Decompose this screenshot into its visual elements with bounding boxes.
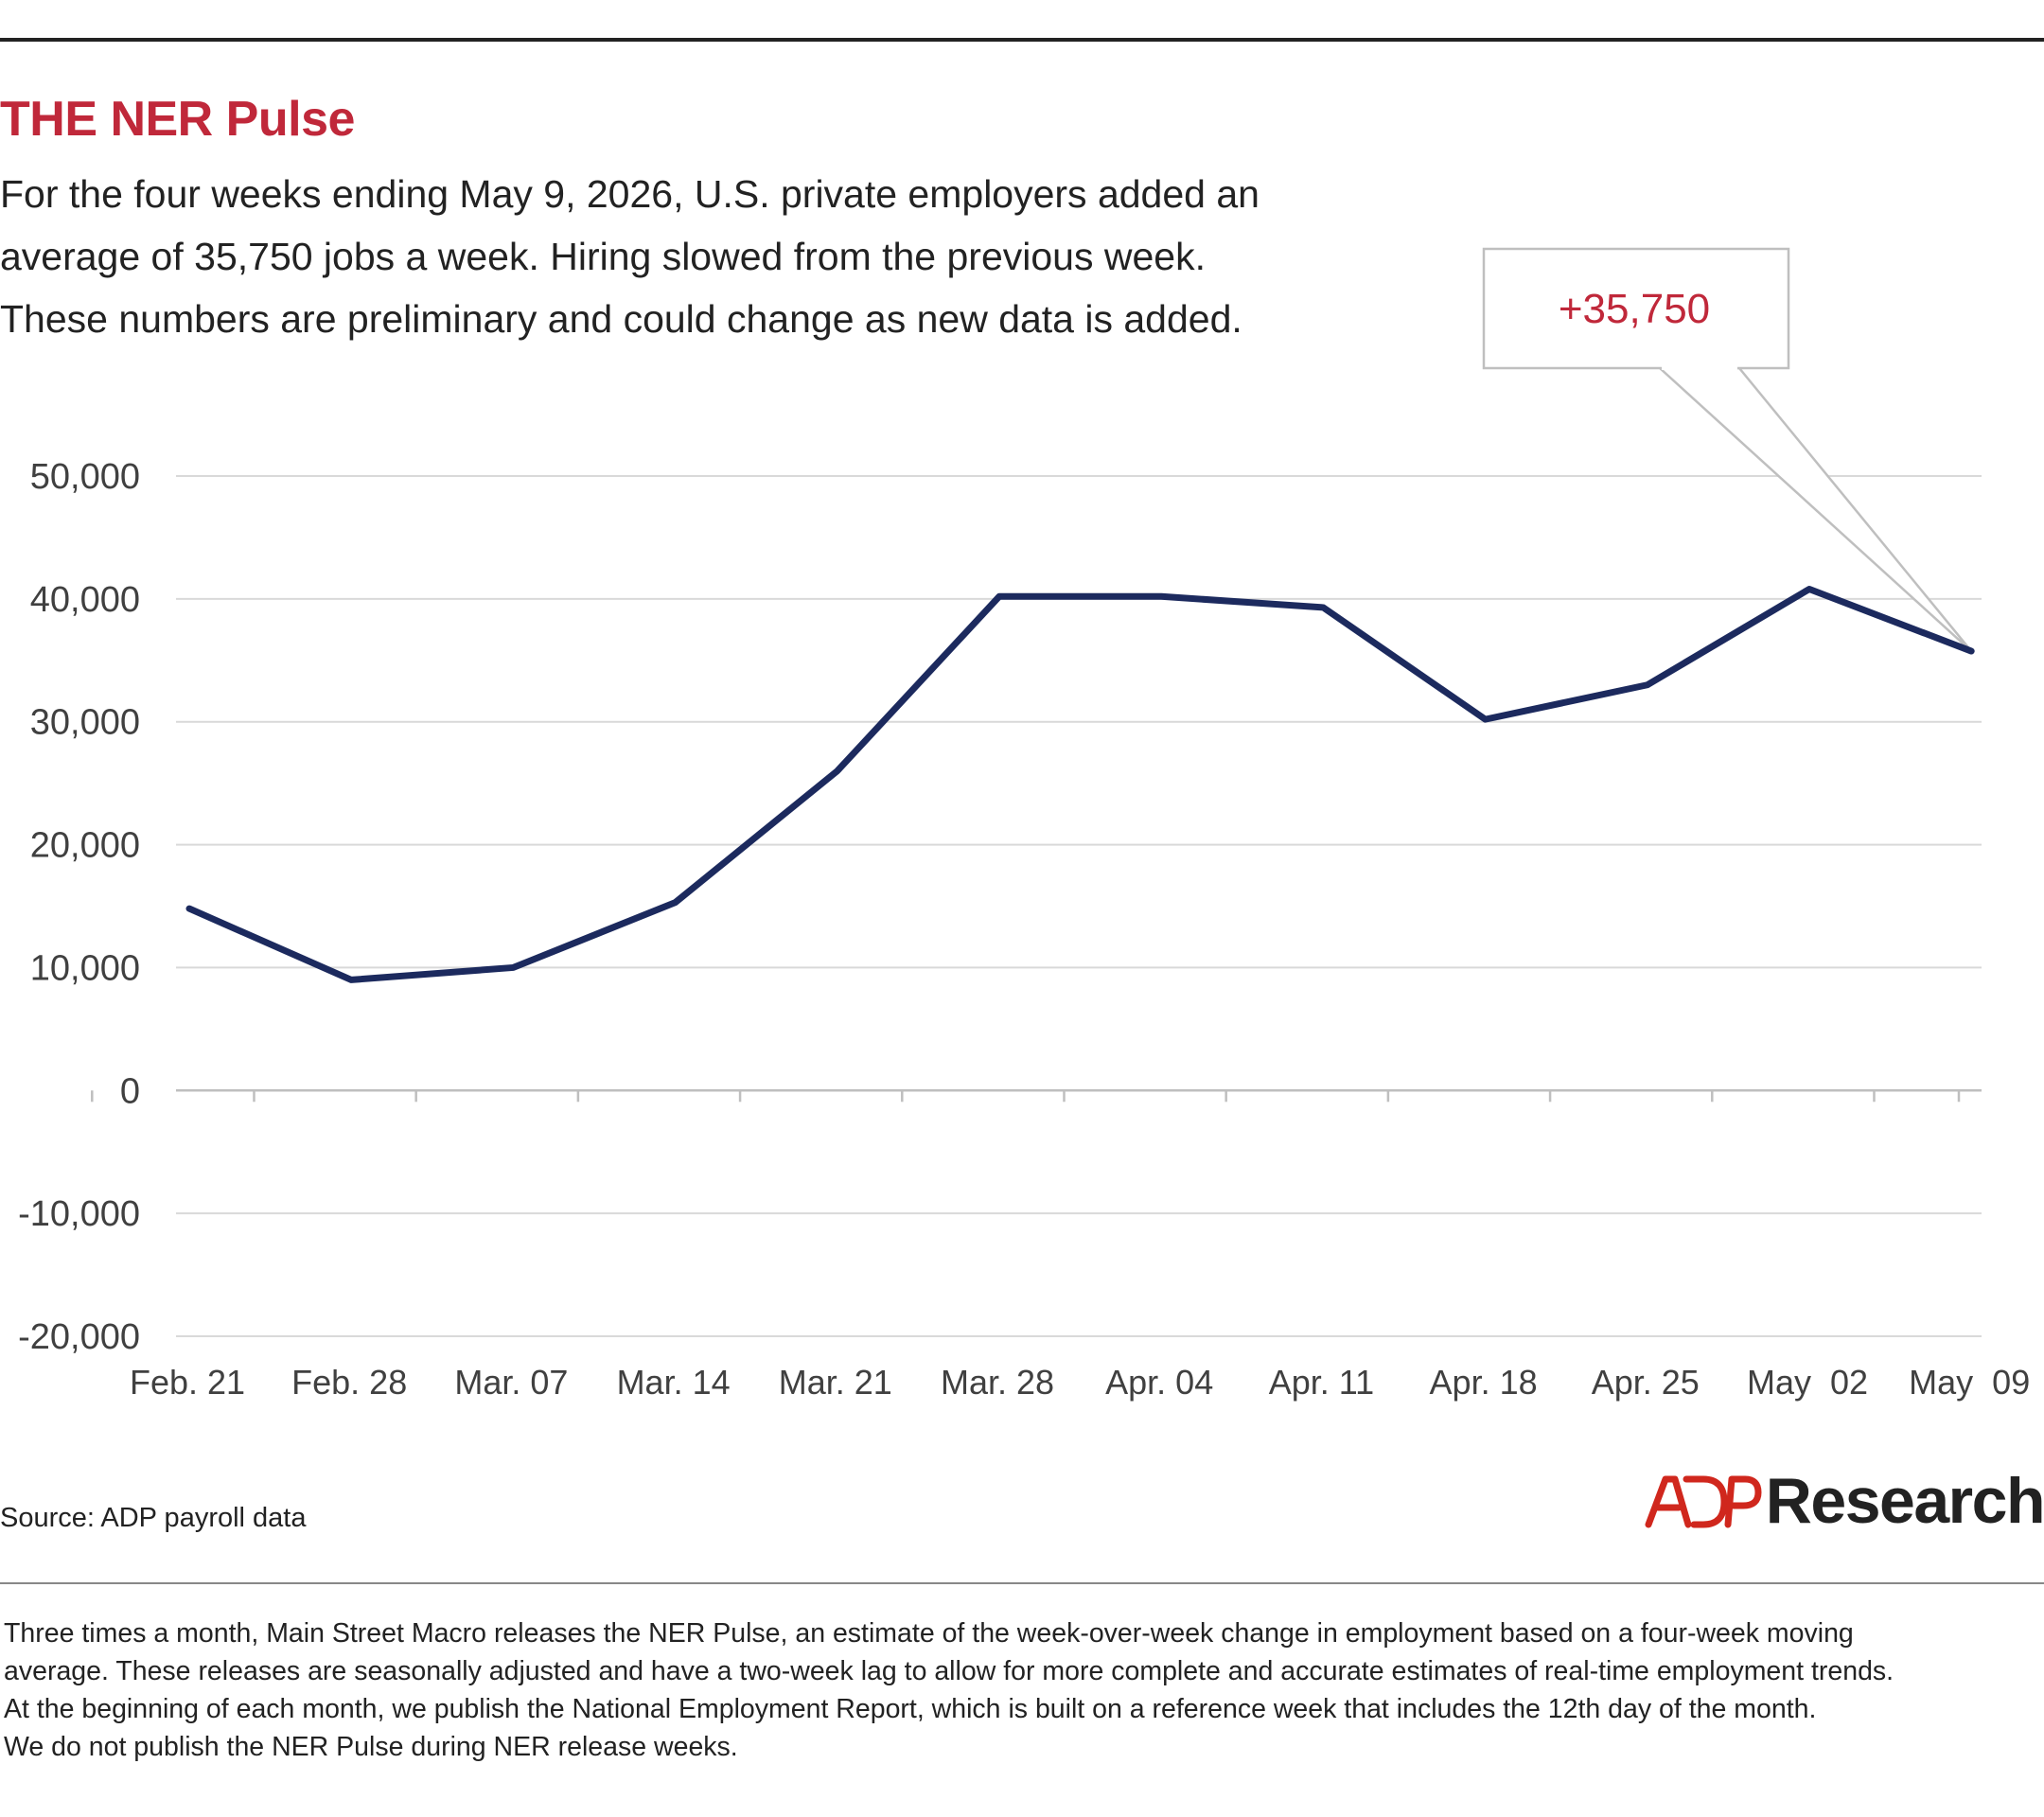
footnote-line: At the beginning of each month, we publi…	[4, 1694, 1817, 1724]
x-tick-label: Mar. 07	[454, 1363, 568, 1402]
y-tick-label: 10,000	[30, 948, 140, 988]
x-tick-label: Apr. 25	[1592, 1363, 1700, 1402]
adp-logo-icon	[1645, 1475, 1762, 1528]
data-point	[1646, 683, 1648, 686]
gridlines	[176, 475, 1982, 1337]
subtitle-line: These numbers are preliminary and could …	[0, 297, 1242, 341]
data-point	[836, 769, 838, 772]
data-point	[188, 908, 190, 910]
y-axis: 50,000 40,000 30,000 20,000 10,000 0 -10,000 -2…	[18, 457, 140, 1357]
x-tick-label: Apr. 18	[1430, 1363, 1538, 1402]
x-tick-labels: Feb. 21 Feb. 28 Mar. 07 Mar. 14 Mar. 21 Mar. …	[130, 1363, 2030, 1402]
data-point	[1484, 718, 1487, 721]
series-line	[185, 585, 1975, 983]
x-tick-label: Feb. 21	[130, 1363, 245, 1402]
x-tick-label: Feb. 28	[291, 1363, 407, 1402]
y-tick-label: 20,000	[30, 826, 140, 866]
brand-logo: Research	[1645, 1465, 2044, 1537]
footnote-line: We do not publish the NER Pulse during N…	[4, 1732, 738, 1762]
data-point	[674, 901, 677, 904]
subtitle-line: For the four weeks ending May 9, 2026, U…	[0, 172, 1260, 216]
callout-box	[1482, 247, 1790, 370]
y-tick-label: -20,000	[18, 1317, 140, 1357]
x-tick-label: Mar. 28	[941, 1363, 1054, 1402]
callout: +35,750	[1482, 247, 1973, 652]
callout-label: +35,750	[1559, 286, 1710, 332]
x-tick-label: Apr. 04	[1105, 1363, 1213, 1402]
data-point	[1322, 606, 1325, 609]
x-tick-label: May 09	[1909, 1363, 2030, 1402]
data-point	[1970, 650, 1973, 653]
y-tick-label: 0	[120, 1071, 140, 1111]
data-point	[350, 979, 353, 981]
y-tick-label: 40,000	[30, 580, 140, 620]
data-point	[1808, 588, 1810, 591]
y-tick-label: 30,000	[30, 703, 140, 743]
callout-pointer	[1656, 366, 1973, 652]
subtitle: For the four weeks ending May 9, 2026, U…	[0, 163, 1372, 350]
footnote: Three times a month, Main Street Macro r…	[4, 1614, 2038, 1766]
footnote-line: Three times a month, Main Street Macro r…	[4, 1618, 1854, 1649]
x-tick-label: May 02	[1747, 1363, 1868, 1402]
divider	[0, 1582, 2044, 1584]
data-point	[1160, 595, 1163, 598]
top-rule	[0, 38, 2044, 42]
series	[185, 585, 1975, 983]
x-tick-label: Apr. 11	[1269, 1363, 1374, 1402]
y-tick-label: 50,000	[30, 457, 140, 497]
brand-research-text: Research	[1765, 1465, 2044, 1537]
y-tick-label: -10,000	[18, 1194, 140, 1234]
subtitle-line: average of 35,750 jobs a week. Hiring sl…	[0, 235, 1206, 278]
page-title: THE NER Pulse	[0, 92, 355, 147]
source-note: Source: ADP payroll data	[0, 1503, 307, 1533]
line-chart: 50,000 40,000 30,000 20,000 10,000 0 -10,000 -2…	[18, 247, 2030, 1402]
footnote-line: average. These releases are seasonally a…	[4, 1656, 1894, 1686]
data-point	[512, 966, 515, 969]
data-point	[998, 595, 1000, 598]
x-tick-label: Mar. 14	[617, 1363, 731, 1402]
x-axis	[91, 1089, 1982, 1103]
x-tick-label: Mar. 21	[779, 1363, 892, 1402]
